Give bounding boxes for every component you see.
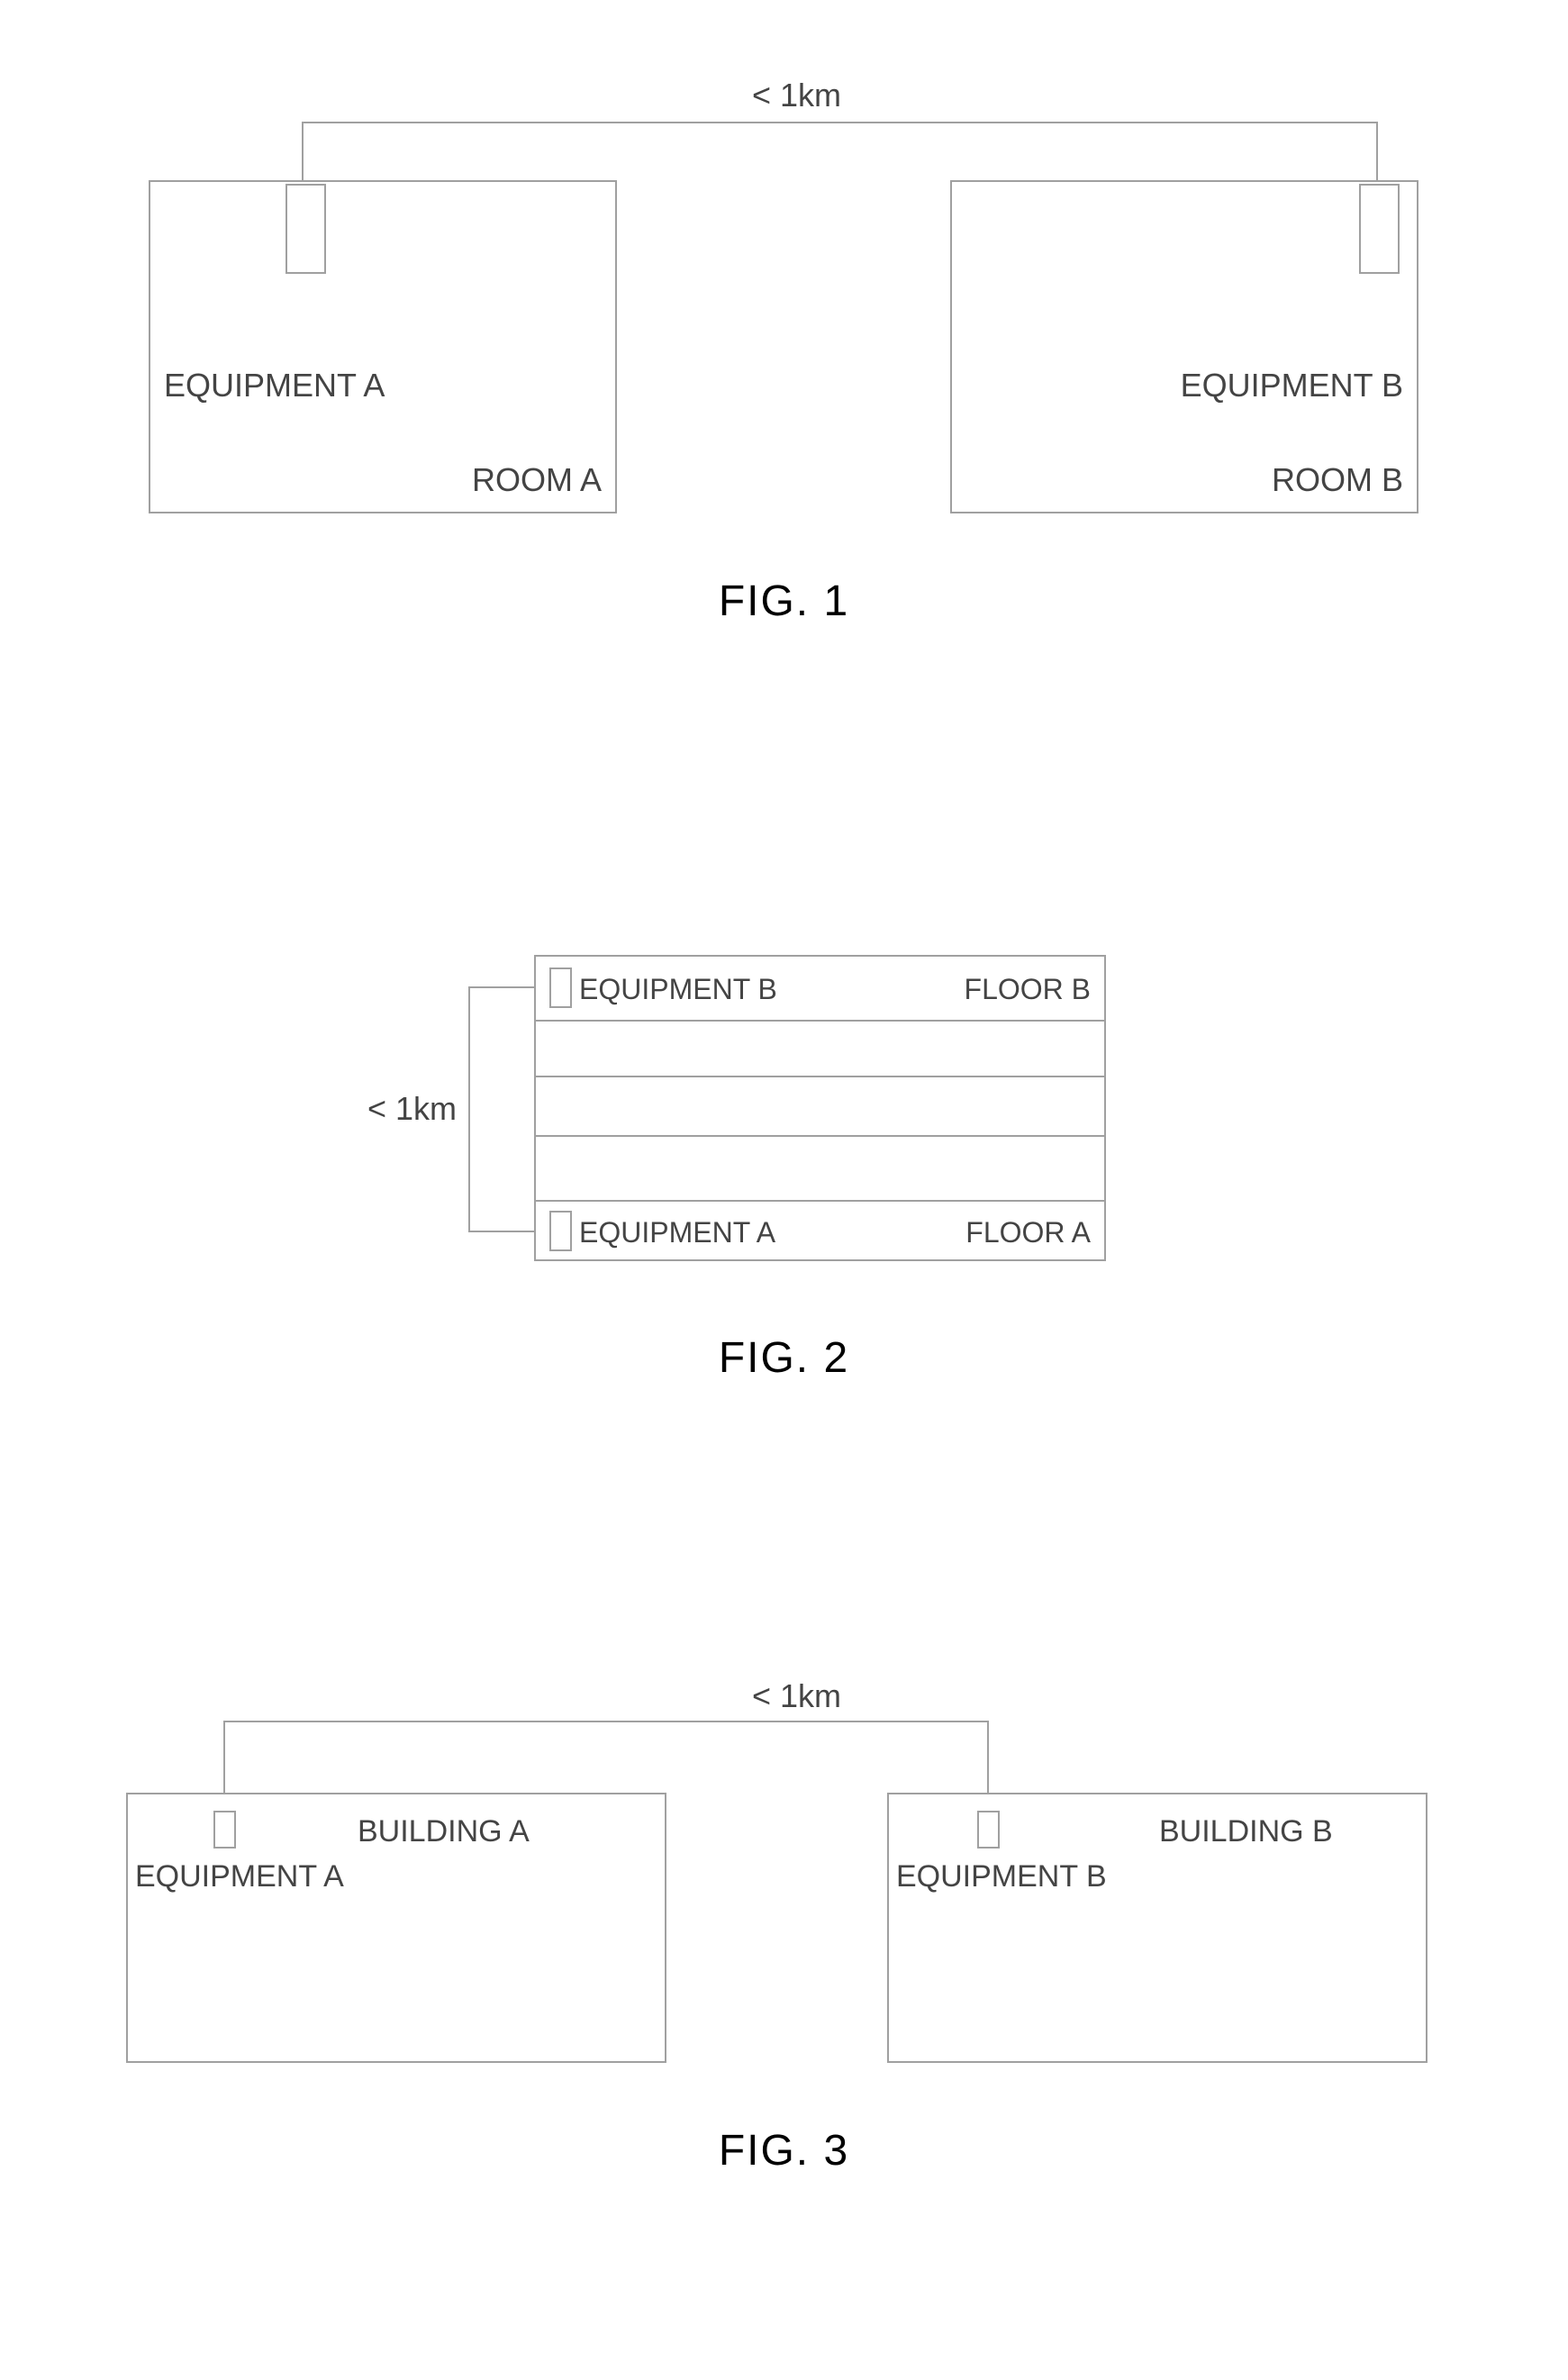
fig3-distance-label: < 1km — [752, 1677, 841, 1715]
fig2-bracket-top — [468, 986, 536, 988]
fig3-equipment-b-label: EQUIPMENT B — [896, 1859, 1107, 1894]
fig3-equipment-a-label: EQUIPMENT A — [135, 1859, 344, 1894]
fig2-distance-label: < 1km — [367, 1090, 457, 1128]
fig3-equipment-a-rect — [213, 1811, 236, 1849]
fig3-conn-vertical-right — [987, 1721, 989, 1794]
fig1-conn-vertical-right — [1376, 122, 1378, 182]
fig2-bracket-vert2 — [468, 986, 470, 1232]
fig1-room-a-label: ROOM A — [472, 461, 602, 499]
fig1-room-b: EQUIPMENT B ROOM B — [950, 180, 1418, 513]
fig1-conn-horizontal — [302, 122, 1378, 123]
fig3-building-b: BUILDING B EQUIPMENT B — [887, 1793, 1428, 2063]
fig2-floor-a-label: FLOOR A — [965, 1216, 1091, 1249]
fig2-floor-line-3 — [536, 1135, 1104, 1137]
fig3-building-b-label: BUILDING B — [1159, 1814, 1333, 1849]
fig3-equipment-b-rect — [977, 1811, 1000, 1849]
figure-2: < 1km EQUIPMENT B FLOOR B EQUIPMENT A FL… — [0, 901, 1568, 1486]
fig2-equipment-b-rect — [549, 967, 572, 1008]
figure-3: < 1km BUILDING A EQUIPMENT A BUILDING B … — [0, 1667, 1568, 2297]
fig2-equipment-a-rect — [549, 1211, 572, 1251]
fig3-building-a: BUILDING A EQUIPMENT A — [126, 1793, 666, 2063]
fig2-floor-line-4 — [536, 1200, 1104, 1202]
fig1-room-b-label: ROOM B — [1272, 461, 1403, 499]
fig2-building: EQUIPMENT B FLOOR B EQUIPMENT A FLOOR A — [534, 955, 1106, 1261]
fig2-equipment-a-label: EQUIPMENT A — [579, 1216, 775, 1249]
fig1-distance-label: < 1km — [752, 77, 841, 114]
figure-1: < 1km EQUIPMENT A ROOM A EQUIPMENT B ROO… — [0, 72, 1568, 703]
fig1-caption: FIG. 1 — [0, 577, 1568, 626]
fig2-floor-b-label: FLOOR B — [965, 973, 1091, 1006]
fig3-building-a-label: BUILDING A — [358, 1814, 530, 1849]
fig2-floor-line-2 — [536, 1076, 1104, 1077]
fig1-conn-vertical-left — [302, 122, 304, 182]
page: < 1km EQUIPMENT A ROOM A EQUIPMENT B ROO… — [0, 0, 1568, 2380]
fig3-conn-vertical-left — [223, 1721, 225, 1794]
fig2-caption: FIG. 2 — [0, 1333, 1568, 1383]
fig1-room-a: EQUIPMENT A ROOM A — [149, 180, 617, 513]
fig2-floor-line-1 — [536, 1020, 1104, 1022]
fig1-equipment-a-label: EQUIPMENT A — [164, 367, 385, 404]
fig2-bracket-bottom — [468, 1231, 536, 1232]
fig3-conn-horizontal — [223, 1721, 989, 1722]
fig2-equipment-b-label: EQUIPMENT B — [579, 973, 777, 1006]
fig1-equipment-b-rect — [1359, 184, 1400, 274]
fig3-caption: FIG. 3 — [0, 2126, 1568, 2176]
fig1-equipment-a-rect — [286, 184, 326, 274]
fig1-equipment-b-label: EQUIPMENT B — [1181, 367, 1403, 404]
